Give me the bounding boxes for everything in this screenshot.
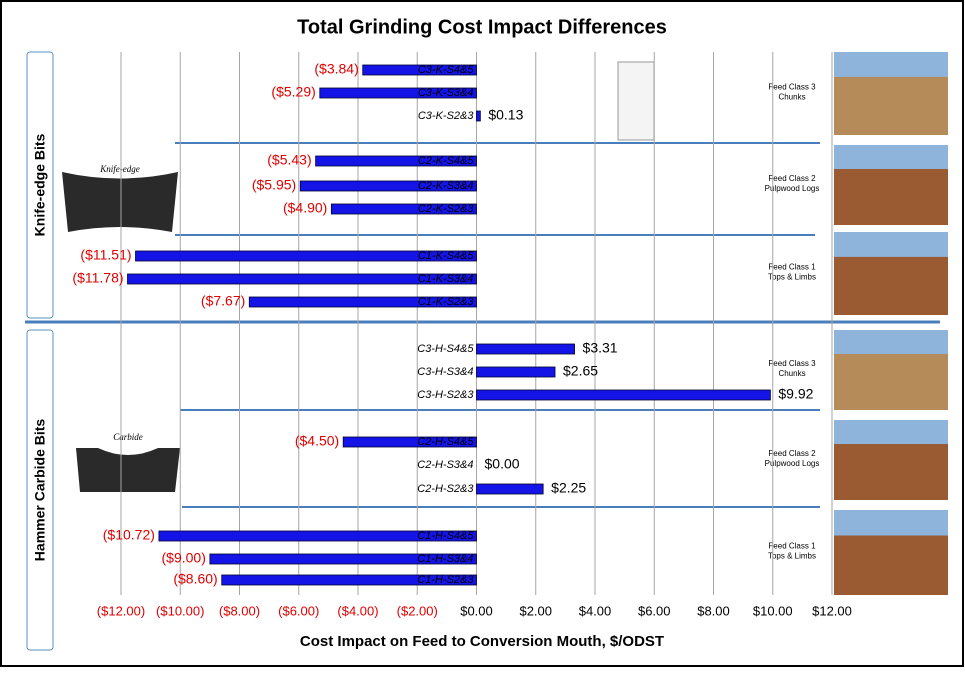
category-label: C1-K-S4&5	[418, 250, 475, 262]
value-label: ($8.60)	[173, 571, 217, 587]
value-label: ($5.95)	[252, 177, 296, 193]
bar	[477, 367, 556, 377]
value-label: ($11.78)	[72, 270, 123, 286]
category-label: C3-H-S3&4	[417, 366, 473, 378]
x-tick-label: $2.00	[519, 603, 552, 618]
x-tick-label: $10.00	[753, 603, 793, 618]
category-label: C3-K-S3&4	[418, 87, 474, 99]
feed-class-label: Feed Class 2	[768, 174, 816, 183]
bar	[477, 484, 544, 494]
image-label: Knife-edge	[99, 164, 140, 174]
x-tick-label: ($2.00)	[397, 603, 438, 618]
x-tick-label: ($10.00)	[156, 603, 204, 618]
frame	[1, 1, 963, 666]
value-label: ($4.50)	[295, 433, 339, 449]
x-tick-label: $6.00	[638, 603, 671, 618]
value-label: $2.25	[551, 480, 586, 496]
value-label: ($5.29)	[271, 84, 315, 100]
image-label: Carbide	[113, 432, 143, 442]
category-label: C2-K-S4&5	[418, 155, 475, 167]
feed-class-label: Feed Class 1	[768, 263, 816, 272]
category-label: C3-K-S2&3	[418, 110, 475, 122]
category-label: C3-K-S4&5	[418, 64, 475, 76]
group-label: Hammer Carbide Bits	[32, 419, 48, 562]
bar	[477, 390, 771, 400]
value-label: ($3.84)	[314, 61, 358, 77]
feed-class-label: Chunks	[778, 369, 805, 378]
value-label: ($4.90)	[283, 200, 327, 216]
knife-image	[62, 172, 178, 232]
photo-sky	[834, 510, 948, 536]
x-tick-label: ($4.00)	[337, 603, 378, 618]
value-label: $0.13	[488, 107, 523, 123]
photo-sky	[834, 145, 948, 169]
hexagon-image	[618, 62, 654, 140]
value-label: ($10.72)	[103, 527, 155, 543]
photo-sky	[834, 52, 948, 77]
value-label: ($11.51)	[80, 247, 131, 263]
x-tick-label: $4.00	[579, 603, 612, 618]
feed-class-label: Feed Class 3	[768, 83, 816, 92]
value-label: ($9.00)	[162, 550, 206, 566]
category-label: C1-H-S3&4	[417, 553, 473, 565]
category-label: C3-H-S2&3	[417, 389, 474, 401]
category-label: C1-H-S4&5	[417, 530, 474, 542]
category-label: C1-K-S3&4	[418, 273, 474, 285]
group-label: Knife-edge Bits	[32, 133, 48, 236]
x-tick-label: ($6.00)	[278, 603, 319, 618]
bar	[477, 111, 481, 121]
category-label: C3-H-S4&5	[417, 343, 474, 355]
chart: Total Grinding Cost Impact Differences C…	[0, 0, 965, 668]
value-label: ($7.67)	[201, 293, 245, 309]
category-label: C2-H-S2&3	[417, 483, 474, 495]
feed-class-label: Feed Class 1	[768, 542, 816, 551]
photo-sky	[834, 330, 948, 354]
bar	[477, 344, 575, 354]
category-label: C2-K-S2&3	[418, 203, 475, 215]
photo-sky	[834, 420, 948, 444]
category-label: C2-K-S3&4	[418, 180, 474, 192]
x-tick-label: $0.00	[460, 603, 493, 618]
chart-title: Total Grinding Cost Impact Differences	[297, 16, 667, 38]
x-tick-label: ($12.00)	[97, 603, 145, 618]
value-label: ($5.43)	[267, 152, 311, 168]
feed-class-label: Tops & Limbs	[768, 552, 816, 561]
value-label: $9.92	[778, 386, 813, 402]
value-label: $0.00	[485, 456, 520, 472]
x-tick-label: ($8.00)	[219, 603, 260, 618]
x-tick-label: $12.00	[812, 603, 852, 618]
category-label: C1-K-S2&3	[418, 296, 475, 308]
feed-class-label: Chunks	[778, 93, 805, 102]
category-label: C2-H-S4&5	[417, 436, 474, 448]
value-label: $2.65	[563, 363, 598, 379]
feed-class-label: Feed Class 3	[768, 359, 816, 368]
feed-class-label: Feed Class 2	[768, 449, 816, 458]
category-label: C1-H-S2&3	[417, 574, 474, 586]
value-label: $3.31	[583, 340, 618, 356]
x-axis-label: Cost Impact on Feed to Conversion Mouth,…	[300, 633, 664, 650]
feed-class-label: Tops & Limbs	[768, 273, 816, 282]
x-tick-label: $8.00	[697, 603, 730, 618]
photo-sky	[834, 232, 948, 257]
category-label: C2-H-S3&4	[417, 459, 473, 471]
